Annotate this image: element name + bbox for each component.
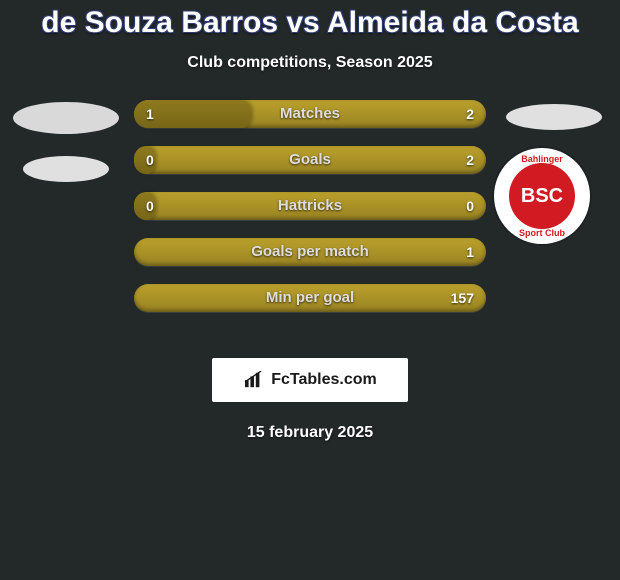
- page-title: de Souza Barros vs Almeida da Costa: [0, 0, 620, 40]
- date-text: 15 february 2025: [0, 424, 620, 442]
- right-player-col: Bahlinger BSC Sport Club: [494, 100, 614, 244]
- stat-row: Matches1 2: [134, 100, 486, 128]
- stat-label: Matches: [134, 100, 486, 128]
- stat-value-right: 1: [466, 238, 474, 266]
- stat-bars: Matches12Goals02Hattricks00Goals per mat…: [134, 100, 486, 330]
- right-placeholder-1: [506, 104, 602, 130]
- stat-value-right: 2: [466, 146, 474, 174]
- club-badge-bot-text: Sport Club: [494, 228, 590, 238]
- stat-value-left: 1: [146, 100, 154, 128]
- club-badge-inner: BSC: [509, 163, 575, 229]
- brand-text: FcTables.com: [271, 371, 377, 389]
- bar-chart-icon: [243, 371, 265, 389]
- stat-label: Hattricks: [134, 192, 486, 220]
- club-badge-mid-text: BSC: [521, 185, 563, 208]
- stat-value-left: 0: [146, 192, 154, 220]
- stat-value-right: 2: [466, 100, 474, 128]
- left-placeholder-2: [23, 156, 109, 182]
- stat-value-right: 157: [451, 284, 474, 312]
- page: de Souza Barros vs Almeida da Costa Club…: [0, 0, 620, 580]
- stat-value-right: 0: [466, 192, 474, 220]
- brand-box: FcTables.com: [212, 358, 408, 402]
- left-player-col: [6, 100, 126, 182]
- stat-row: Goals0 2: [134, 146, 486, 174]
- left-placeholder-1: [13, 102, 119, 134]
- stat-row: Goals per match1: [134, 238, 486, 266]
- comparison-arena: Bahlinger BSC Sport Club Matches12Goals0…: [0, 100, 620, 340]
- stat-row: Hattricks0 0: [134, 192, 486, 220]
- stat-label: Goals: [134, 146, 486, 174]
- club-badge: Bahlinger BSC Sport Club: [494, 148, 590, 244]
- stat-value-left: 0: [146, 146, 154, 174]
- page-subtitle: Club competitions, Season 2025: [0, 54, 620, 72]
- stat-row: Min per goal157: [134, 284, 486, 312]
- stat-label: Goals per match: [134, 238, 486, 266]
- stat-label: Min per goal: [134, 284, 486, 312]
